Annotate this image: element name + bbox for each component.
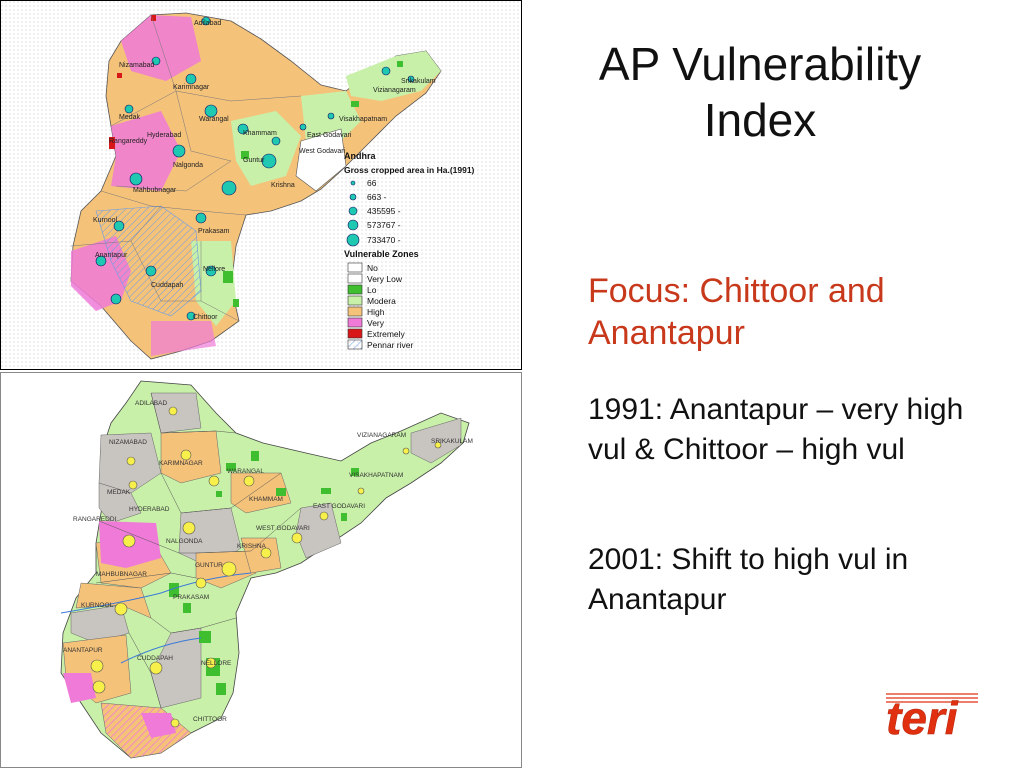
map1-district-label: East Godavari (307, 132, 352, 139)
legend-zones-title: Vulnerable Zones (344, 249, 419, 259)
bullet-point-1991: 1991: Anantapur – very high vul & Chitto… (588, 393, 964, 466)
map1-district-label: Warangal (199, 116, 229, 123)
map1-district-label: Karimnagar (173, 84, 210, 91)
map1-district-label: Rangareddy (109, 138, 148, 145)
map2-district-label: ANANTAPUR (63, 647, 103, 654)
map1-district-label: Vizianagaram (373, 87, 416, 94)
legend-zone-label: Lo (367, 285, 377, 295)
legend-zone-label: No (367, 263, 378, 273)
map1-district-label: West Godavari (299, 148, 346, 155)
map2-district-label: EAST GODAVARI (313, 503, 365, 510)
map2-district-label: KURNOOL (81, 602, 114, 609)
legend-cropped-title: Gross cropped area in Ha.(1991) (344, 165, 475, 175)
map2-district-label: CHITTOOR (193, 716, 227, 723)
legend-zone-label: Very (367, 318, 385, 328)
slide-title: AP Vulnerability Index (598, 38, 922, 146)
map2-district-label: NALGONDA (166, 538, 203, 545)
legend-cropped-class: 733470 - (367, 235, 401, 245)
map1-district-label: Visakhapatnam (339, 116, 387, 123)
map2-district-label: NIZAMABAD (109, 439, 147, 446)
map1-legend: Andhra Gross cropped area in Ha.(1991) 6… (344, 151, 475, 350)
map1-district-label: Medak (119, 114, 141, 121)
map1-district-label: Guntur (243, 157, 265, 164)
bullet-point-2001: 2001: Shift to high vul in Anantapur (588, 543, 909, 616)
map2-district-label: RANGAREDDI (73, 516, 117, 523)
map1-district-label: Mahbubnagar (133, 187, 177, 194)
map2-district-label: NELLORE (201, 660, 232, 667)
map2-district-label: KHAMMAM (249, 496, 283, 503)
map2-district-label: HYDERABAD (129, 506, 170, 513)
map2-district-label: PRAKASAM (173, 594, 209, 601)
map2-district-label: ADILABAD (135, 400, 167, 407)
legend-zone-label: High (367, 307, 385, 317)
legend-zone-label: Modera (367, 296, 396, 306)
map1-district-label: Prakasam (198, 228, 230, 235)
legend-cropped-class: 435595 - (367, 206, 401, 216)
map2-district-label: MEDAK (107, 489, 131, 496)
map1-district-label: Kurnool (93, 217, 118, 224)
map1-district-label: Nizamabad (119, 62, 155, 69)
legend-cropped-class: 663 - (367, 192, 387, 202)
vulnerability-map-2001: ADILABAD NIZAMABAD KARIMNAGAR WARANGAL M… (0, 372, 522, 768)
map1-district-label: Hyderabad (147, 132, 181, 139)
map2-district-label: VISAKHAPATNAM (349, 472, 403, 479)
map2-district-label: MAHBUBNAGAR (96, 571, 147, 578)
map1-district-label: Anantapur (95, 252, 128, 259)
teri-logo-text: teri (886, 692, 959, 744)
map1-district-label: Srikakulam (401, 78, 436, 85)
legend-cropped-class: 66 (367, 178, 377, 188)
vulnerability-map-1991: Adilabad Nizamabad Karimnagar Medak Wara… (0, 0, 522, 370)
map1-district-label: Adilabad (194, 20, 221, 27)
map2-district-label: KARIMNAGAR (159, 460, 203, 467)
map2-district-label: SRIKAKULAM (431, 438, 473, 445)
map1-district-label: Cuddapah (151, 282, 183, 289)
legend-zone-label: Very Low (367, 274, 403, 284)
map2-district-label: GUNTUR (195, 562, 223, 569)
map1-district-label: Nellore (203, 266, 225, 273)
map1-district-label: Nalgonda (173, 162, 203, 169)
map1-district-label: Khammam (243, 130, 277, 137)
legend-zone-label: Extremely (367, 329, 406, 339)
map2-district-label: CUDDAPAH (137, 655, 173, 662)
map1-district-label: Krishna (271, 182, 295, 189)
map-1991-svg: Adilabad Nizamabad Karimnagar Medak Wara… (1, 1, 521, 369)
map1-district-label: Chittoor (193, 314, 218, 321)
legend-heading: Andhra (344, 151, 376, 161)
map2-district-label: VIZIANAGARAM (357, 432, 406, 439)
teri-logo: teri (886, 692, 978, 744)
map2-district-label: KRISHNA (237, 543, 267, 550)
map-2001-svg: ADILABAD NIZAMABAD KARIMNAGAR WARANGAL M… (60, 380, 473, 759)
map2-district-label: WARANGAL (227, 468, 264, 475)
legend-zone-label: Pennar river (367, 340, 413, 350)
focus-heading: Focus: Chittoor and Anantapur (588, 272, 885, 352)
map2-district-label: WEST GODAVARI (256, 525, 310, 532)
legend-cropped-class: 573767 - (367, 220, 401, 230)
